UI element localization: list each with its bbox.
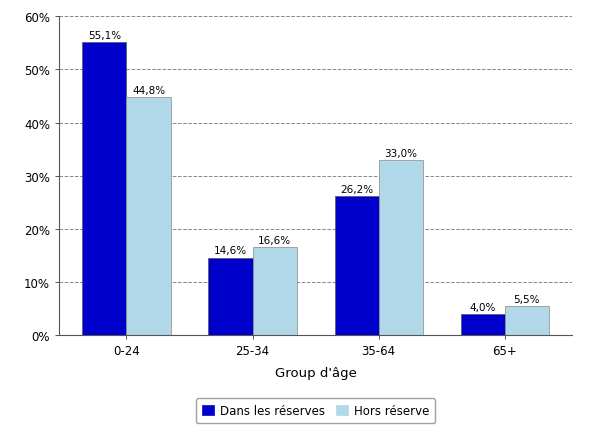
Bar bbox=[505, 306, 549, 335]
Text: 4,0%: 4,0% bbox=[470, 302, 496, 312]
Bar bbox=[379, 160, 423, 335]
X-axis label: Group d'âge: Group d'âge bbox=[275, 366, 356, 379]
Bar bbox=[208, 258, 253, 335]
Bar bbox=[335, 197, 379, 335]
Text: 33,0%: 33,0% bbox=[384, 148, 417, 158]
Bar bbox=[461, 314, 505, 335]
Text: 16,6%: 16,6% bbox=[258, 235, 291, 245]
Text: 5,5%: 5,5% bbox=[514, 294, 540, 304]
Text: 14,6%: 14,6% bbox=[214, 246, 247, 256]
Text: 55,1%: 55,1% bbox=[88, 31, 121, 41]
Text: 44,8%: 44,8% bbox=[132, 86, 165, 96]
Bar bbox=[83, 43, 126, 335]
Legend: Dans les réserves, Hors réserve: Dans les réserves, Hors réserve bbox=[196, 399, 435, 423]
Bar bbox=[253, 247, 297, 335]
Bar bbox=[126, 98, 171, 335]
Text: 26,2%: 26,2% bbox=[340, 184, 373, 194]
